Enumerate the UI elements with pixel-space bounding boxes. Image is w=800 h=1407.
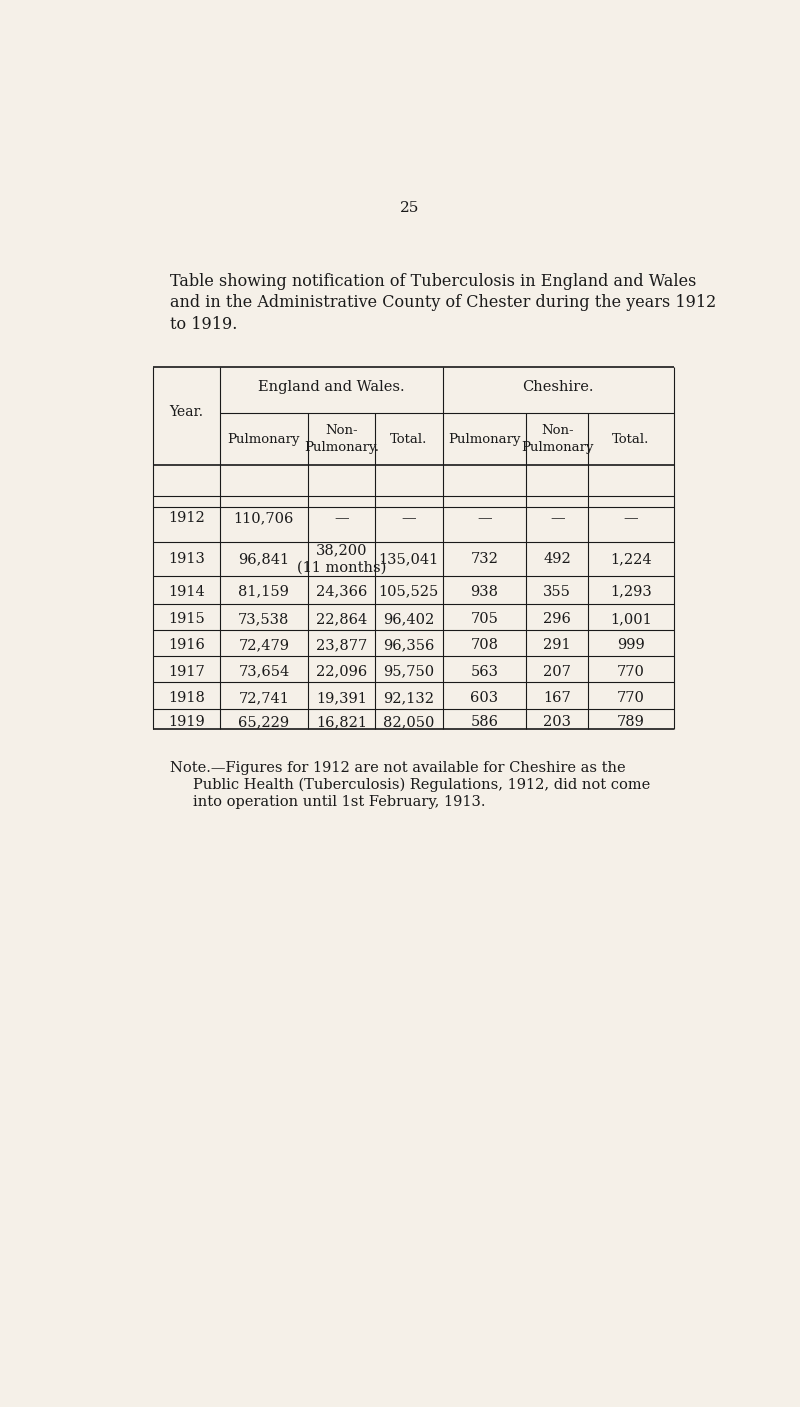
Text: and in the Administrative County of Chester during the years 1912: and in the Administrative County of Ches… <box>170 294 716 311</box>
Text: 110,706: 110,706 <box>234 511 294 525</box>
Text: Note.—Figures for 1912 are not available for Cheshire as the: Note.—Figures for 1912 are not available… <box>170 761 626 775</box>
Text: —: — <box>477 511 492 525</box>
Text: 23,877: 23,877 <box>316 639 367 653</box>
Text: Public Health (Tuberculosis) Regulations, 1912, did not come: Public Health (Tuberculosis) Regulations… <box>193 778 650 792</box>
Text: 105,525: 105,525 <box>378 584 439 598</box>
Text: 296: 296 <box>543 612 571 626</box>
Text: 72,479: 72,479 <box>238 639 290 653</box>
Text: 1912: 1912 <box>168 511 205 525</box>
Text: 22,096: 22,096 <box>316 664 367 678</box>
Text: 73,654: 73,654 <box>238 664 290 678</box>
Text: Pulmonary: Pulmonary <box>448 432 521 446</box>
Text: 770: 770 <box>617 691 645 705</box>
Text: Table showing notification of Tuberculosis in England and Wales: Table showing notification of Tuberculos… <box>170 273 696 290</box>
Text: 96,356: 96,356 <box>383 639 434 653</box>
Text: 22,864: 22,864 <box>316 612 367 626</box>
Text: 167: 167 <box>543 691 571 705</box>
Text: 708: 708 <box>470 639 498 653</box>
Text: 1917: 1917 <box>168 664 205 678</box>
Text: 355: 355 <box>543 584 571 598</box>
Text: 1919: 1919 <box>168 716 205 729</box>
Text: 19,391: 19,391 <box>316 691 367 705</box>
Text: Total.: Total. <box>390 432 427 446</box>
Text: Year.: Year. <box>170 405 203 419</box>
Text: 1,001: 1,001 <box>610 612 652 626</box>
Text: 1916: 1916 <box>168 639 205 653</box>
Text: 1918: 1918 <box>168 691 205 705</box>
Text: 95,750: 95,750 <box>383 664 434 678</box>
Text: —: — <box>550 511 565 525</box>
Text: 770: 770 <box>617 664 645 678</box>
Text: —: — <box>402 511 416 525</box>
Text: 96,841: 96,841 <box>238 552 290 566</box>
Text: 92,132: 92,132 <box>383 691 434 705</box>
Text: 1,293: 1,293 <box>610 584 652 598</box>
Text: 1915: 1915 <box>168 612 205 626</box>
Text: Pulmonary: Pulmonary <box>228 432 300 446</box>
Text: 96,402: 96,402 <box>383 612 434 626</box>
Text: 492: 492 <box>543 552 571 566</box>
Text: 38,200
(11 months): 38,200 (11 months) <box>297 543 386 575</box>
Text: Cheshire.: Cheshire. <box>522 380 594 394</box>
Text: 1,224: 1,224 <box>610 552 652 566</box>
Text: —: — <box>623 511 638 525</box>
Text: 25: 25 <box>400 201 420 215</box>
Text: 1914: 1914 <box>168 584 205 598</box>
Text: Non-
Pulmonary.: Non- Pulmonary. <box>304 424 379 454</box>
Text: 999: 999 <box>617 639 645 653</box>
Text: 586: 586 <box>470 716 498 729</box>
Text: 135,041: 135,041 <box>378 552 439 566</box>
Text: 82,050: 82,050 <box>383 716 434 729</box>
Text: 72,741: 72,741 <box>238 691 290 705</box>
Text: 732: 732 <box>470 552 498 566</box>
Text: 1913: 1913 <box>168 552 205 566</box>
Text: 789: 789 <box>617 716 645 729</box>
Text: 81,159: 81,159 <box>238 584 290 598</box>
Text: to 1919.: to 1919. <box>170 317 237 333</box>
Text: 65,229: 65,229 <box>238 716 290 729</box>
Text: Non-
Pulmonary: Non- Pulmonary <box>521 424 594 454</box>
Text: 938: 938 <box>470 584 498 598</box>
Text: 73,538: 73,538 <box>238 612 290 626</box>
Text: 291: 291 <box>543 639 571 653</box>
Text: England and Wales.: England and Wales. <box>258 380 405 394</box>
Text: 563: 563 <box>470 664 498 678</box>
Text: 207: 207 <box>543 664 571 678</box>
Text: 24,366: 24,366 <box>316 584 367 598</box>
Text: 603: 603 <box>470 691 498 705</box>
Text: 705: 705 <box>470 612 498 626</box>
Text: into operation until 1st February, 1913.: into operation until 1st February, 1913. <box>193 795 486 809</box>
Text: Total.: Total. <box>612 432 650 446</box>
Text: —: — <box>334 511 349 525</box>
Text: 203: 203 <box>543 716 571 729</box>
Text: 16,821: 16,821 <box>316 716 367 729</box>
